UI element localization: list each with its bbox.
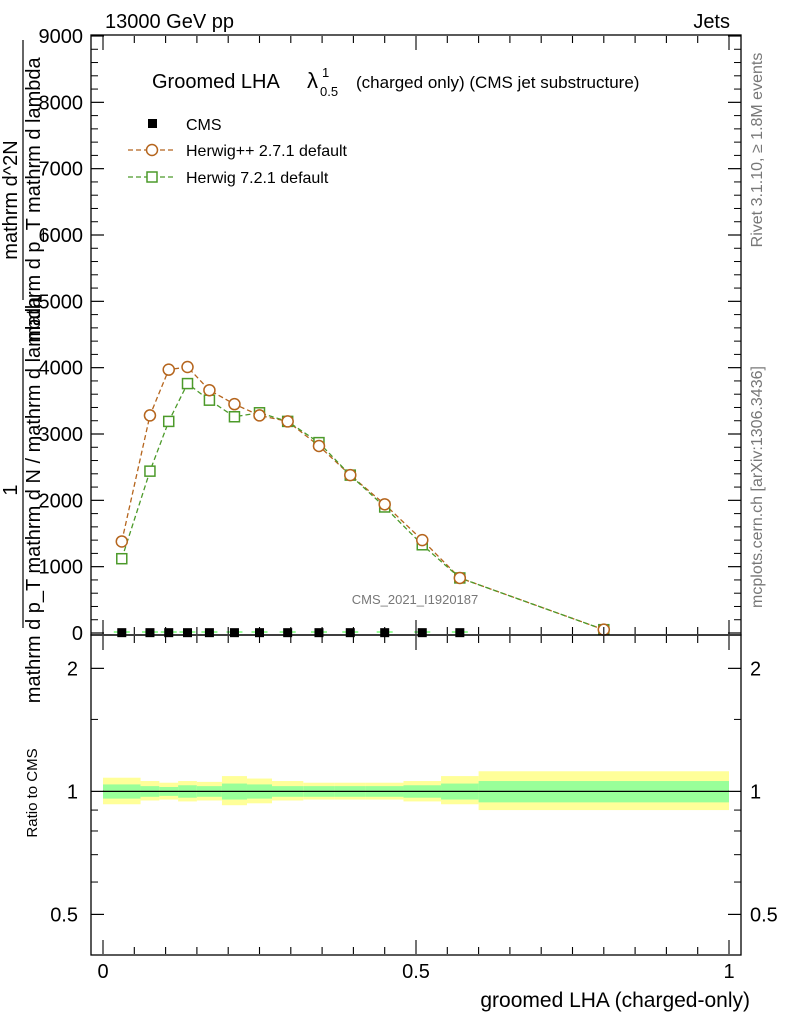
cms-point <box>417 628 427 638</box>
cms-point <box>229 628 239 638</box>
herwigpp-point <box>203 383 216 397</box>
legend-entry-cms: CMS <box>148 117 222 134</box>
legend-cms-label: CMS <box>186 117 222 134</box>
lower-y-tick-label-right: 2 <box>750 658 761 680</box>
lower-panel: 0.5 0.51 12 2 0 0.5 1 <box>50 634 778 983</box>
herwig7-point <box>203 394 216 406</box>
upper-y-tick-label: 9000 <box>39 26 84 48</box>
upper-y-axis: 0 1000 2000 3000 4000 5000 6000 7000 8000 9000 <box>39 26 741 645</box>
cms-point <box>314 628 324 638</box>
upper-y-tick-label: 5000 <box>39 291 84 313</box>
legend: CMS Herwig++ 2.7.1 default Herwig 7.2.1 … <box>128 117 348 187</box>
herwigpp-point <box>344 468 357 482</box>
ylabel-right-denominator: mathrm d p_T mathrm d lambda <box>23 56 45 342</box>
x-tick-label: 1 <box>723 961 734 983</box>
herwig7-point <box>116 552 128 565</box>
title-subscript: 0.5 <box>320 84 338 99</box>
herwig7-point <box>144 465 156 477</box>
x-tick-label: 0.5 <box>402 961 430 983</box>
upper-y-tick-label: 7000 <box>39 159 84 181</box>
legend-entry-herwig7: Herwig 7.2.1 default <box>128 170 329 187</box>
herwig7-point <box>181 377 194 390</box>
ylabel-right-numerator: mathrm d^2N <box>0 140 22 259</box>
lower-x-axis: 0 0.5 1 <box>97 636 735 983</box>
header-category-label: Jets <box>693 11 730 33</box>
cms-point <box>204 628 214 638</box>
lower-y-tick-label: 2 <box>67 658 78 680</box>
cms-point <box>183 628 193 638</box>
herwigpp-point <box>162 363 175 376</box>
herwigpp-point <box>281 415 294 428</box>
herwigpp-point <box>378 498 391 511</box>
lower-y-tick-label: 0.5 <box>50 904 78 926</box>
title-main: Groomed LHA <box>152 71 280 93</box>
title-superscript: 1 <box>322 65 329 80</box>
herwigpp-point <box>253 409 266 422</box>
herwigpp-point <box>453 571 467 585</box>
cms-point <box>145 628 155 638</box>
upper-y-tick-label: 2000 <box>39 490 84 512</box>
lower-y-tick-label-right: 1 <box>750 781 761 803</box>
series-line-herwigpp <box>121 366 605 631</box>
herwig7-point <box>162 415 175 428</box>
herwigpp-point <box>115 535 129 548</box>
upper-y-axis-label: 1 mathrm d p_T mathrm d N / mathrm d lam… <box>0 40 45 703</box>
x-axis-label: groomed LHA (charged-only) <box>480 989 750 1012</box>
legend-herwig7-marker <box>146 171 158 183</box>
legend-cms-marker <box>148 119 157 128</box>
ylabel-numerator: 1 <box>0 484 22 495</box>
upper-y-tick-label: 1000 <box>39 557 84 579</box>
cms-point <box>345 628 355 638</box>
lower-y-tick-label-right: 0.5 <box>750 904 778 926</box>
lower-frame <box>90 634 742 956</box>
ylabel-denominator: mathrm d p_T mathrm d N / mathrm d lambd… <box>23 296 45 703</box>
cms-point <box>455 628 465 638</box>
title-symbol: λ <box>307 68 318 93</box>
cms-point <box>164 628 174 638</box>
legend-entry-herwigpp: Herwig++ 2.7.1 default <box>128 143 348 160</box>
upper-panel: 0 1000 2000 3000 4000 5000 6000 7000 8000 9000 <box>39 26 742 645</box>
legend-herwigpp-label: Herwig++ 2.7.1 default <box>186 143 348 160</box>
header-energy-label: 13000 GeV pp <box>105 11 234 33</box>
lower-y-axis: 0.5 0.5 1 1 2 2 <box>50 658 778 926</box>
upper-y-tick-label: 0 <box>72 623 83 645</box>
herwigpp-point <box>228 397 241 411</box>
lower-y-axis-label: Ratio to CMS <box>24 748 41 837</box>
upper-y-tick-label: 3000 <box>39 424 84 446</box>
herwigpp-point <box>312 439 326 453</box>
x-tick-label: 0 <box>97 961 108 983</box>
legend-herwig7-label: Herwig 7.2.1 default <box>186 170 329 187</box>
herwig7-point <box>228 411 241 423</box>
upper-x-ticks <box>102 36 730 634</box>
series-line-herwig7 <box>121 382 605 631</box>
plot-title: Groomed LHA λ 1 0.5 (charged only) (CMS … <box>152 65 639 99</box>
upper-y-tick-label: 8000 <box>39 92 84 114</box>
cms-point <box>283 628 293 638</box>
upper-y-tick-label: 4000 <box>39 358 84 380</box>
mcplots-label: mcplots.cern.ch [arXiv:1306.3436] <box>749 366 766 608</box>
herwigpp-point <box>143 409 157 422</box>
ratio-bands-layer <box>103 771 729 811</box>
title-suffix: (charged only) (CMS jet substructure) <box>356 73 639 92</box>
cms-point <box>117 628 127 638</box>
lower-y-tick-label: 1 <box>67 781 78 803</box>
analysis-watermark: CMS_2021_I1920187 <box>352 592 479 607</box>
herwigpp-point <box>181 360 194 374</box>
herwigpp-point <box>416 533 429 547</box>
legend-herwigpp-marker <box>145 143 159 157</box>
upper-y-tick-label: 6000 <box>39 225 84 247</box>
rivet-version-label: Rivet 3.1.10, ≥ 1.8M events <box>749 53 766 248</box>
